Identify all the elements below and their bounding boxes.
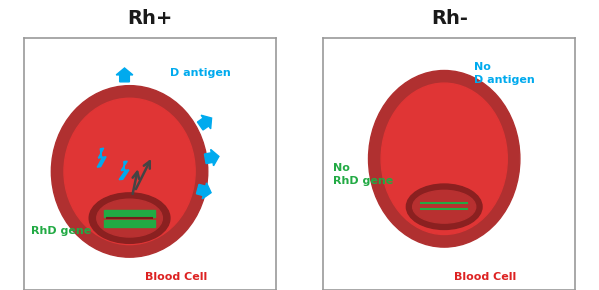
Polygon shape [116,68,133,82]
Bar [104,220,155,227]
Ellipse shape [381,83,507,235]
Text: Blood Cell: Blood Cell [145,272,207,282]
Ellipse shape [64,98,195,244]
Polygon shape [198,115,211,130]
Text: RhD gene: RhD gene [31,226,92,236]
Bar [104,209,155,217]
Ellipse shape [368,70,520,247]
Text: D antigen: D antigen [170,68,231,77]
Text: No
D antigen: No D antigen [474,62,536,85]
Text: Rh+: Rh+ [127,9,173,28]
Ellipse shape [89,193,170,243]
Ellipse shape [97,199,162,237]
Polygon shape [204,149,219,166]
Text: Rh-: Rh- [431,9,468,28]
Text: Blood Cell: Blood Cell [454,272,516,282]
Polygon shape [196,183,211,199]
Text: No
RhD gene: No RhD gene [333,163,394,186]
Polygon shape [97,148,106,167]
Ellipse shape [413,190,476,223]
Polygon shape [119,161,129,180]
Ellipse shape [52,86,208,257]
Ellipse shape [406,184,482,229]
